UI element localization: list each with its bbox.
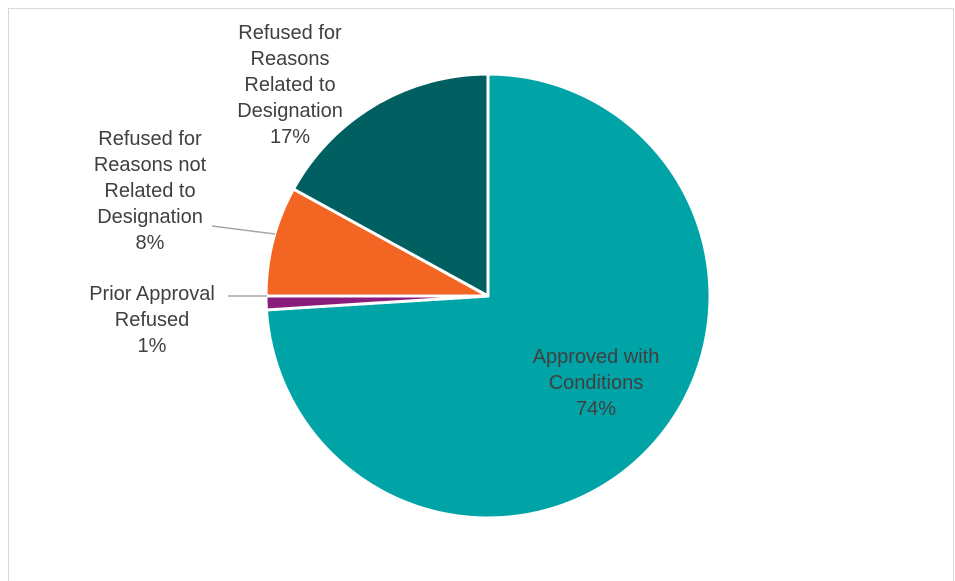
slice-name-label: Related to [244, 74, 335, 96]
slice-name-label: Conditions [549, 372, 644, 394]
slice-name-label: Refused [115, 309, 190, 331]
slice-label: Refused for Reasons not Related to Designat… [94, 128, 207, 254]
pie-slice-refused-for-reasons-not-related-to-designation [264, 187, 490, 298]
slice-name-label: Related to [104, 180, 195, 202]
slice-percent-label: 17% [270, 126, 310, 148]
slice-name-label: Reasons not [94, 154, 207, 176]
slice-label: Refused for Reasons Related to Designation 1… [237, 22, 343, 148]
pie-slice-refused-for-reasons-related-to-designation [291, 72, 490, 298]
slice-name-label: Designation [97, 206, 203, 228]
pie-slices [264, 72, 712, 520]
slice-name-label: Refused for [238, 22, 342, 44]
slice-label: Approved with Conditions 74% [533, 346, 660, 420]
slice-name-label: Reasons [251, 48, 330, 70]
leader-line [211, 225, 276, 235]
slice-name-label: Designation [237, 100, 343, 122]
slice-percent-label: 74% [576, 398, 616, 420]
slice-name-label: Prior Approval [89, 283, 215, 305]
slice-name-label: Refused for [98, 128, 202, 150]
leader-lines [211, 225, 276, 297]
slice-percent-label: 1% [138, 335, 167, 357]
slice-labels: Approved with Conditions 74% Prior Approval… [89, 22, 659, 420]
slice-name-label: Approved with [533, 346, 660, 368]
chart-frame [8, 8, 954, 581]
slice-label: Prior Approval Refused 1% [89, 283, 215, 357]
slice-percent-label: 8% [136, 232, 165, 254]
